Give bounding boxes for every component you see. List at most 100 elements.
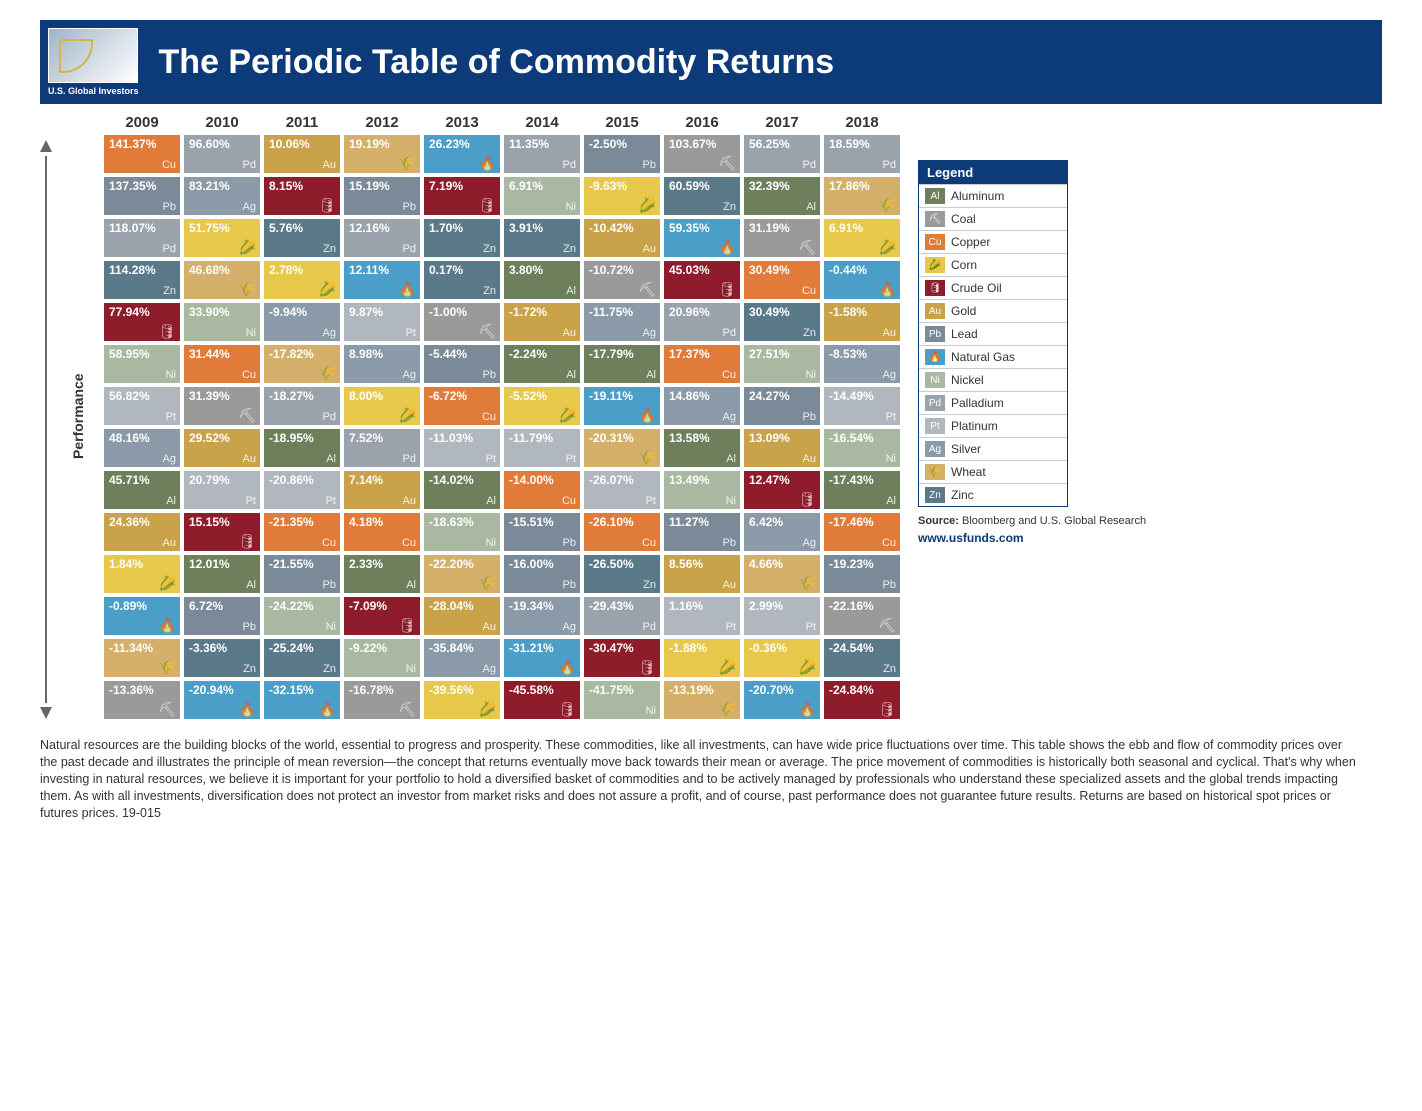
- return-value: 48.16%: [109, 432, 175, 445]
- return-value: -10.72%: [589, 264, 655, 277]
- return-cell: 17.37%Cu: [664, 345, 740, 383]
- commodity-icon: 🛢: [638, 660, 656, 675]
- return-cell: -10.72%⛏: [584, 261, 660, 299]
- commodity-symbol: Zn: [483, 285, 496, 297]
- return-value: 17.86%: [829, 180, 895, 193]
- commodity-icon: 🌾: [159, 660, 176, 675]
- return-value: 46.68%: [189, 264, 255, 277]
- legend-label: Lead: [951, 327, 978, 341]
- return-value: 18.59%: [829, 138, 895, 151]
- return-value: 137.35%: [109, 180, 175, 193]
- return-cell: 18.59% Pd: [824, 135, 900, 173]
- commodity-symbol: Pt: [806, 621, 816, 633]
- return-cell: 12.16%Pd: [344, 219, 420, 257]
- return-cell: -11.75%Ag: [584, 303, 660, 341]
- return-value: -11.03%: [429, 432, 495, 445]
- return-cell: -13.19%🌾: [664, 681, 740, 719]
- return-cell: 12.11%🔥: [344, 261, 420, 299]
- return-cell: 20.96%Pd: [664, 303, 740, 341]
- commodity-icon: ⛏: [158, 702, 176, 717]
- legend-swatch: 🛢: [925, 280, 945, 296]
- commodity-symbol: Pt: [166, 411, 176, 423]
- return-cell: -11.03%Pt: [424, 429, 500, 467]
- return-value: 24.36%: [109, 516, 175, 529]
- commodity-symbol: Ni: [806, 369, 816, 381]
- return-cell: -20.86%Pt: [264, 471, 340, 509]
- return-value: 2.33%: [349, 558, 415, 571]
- return-value: 2.99%: [749, 600, 815, 613]
- commodity-symbol: Au: [483, 621, 496, 633]
- return-cell: -19.23%Pb: [824, 555, 900, 593]
- commodity-symbol: Pb: [723, 537, 736, 549]
- return-cell: 114.28%Zn: [104, 261, 180, 299]
- legend-label: Palladium: [951, 396, 1004, 410]
- return-value: 14.86%: [669, 390, 735, 403]
- commodity-icon: 🔥: [639, 408, 656, 423]
- commodity-symbol: Au: [163, 537, 176, 549]
- return-value: 15.15%: [189, 516, 255, 529]
- return-value: 7.19%: [429, 180, 495, 193]
- return-cell: -2.24%Al: [504, 345, 580, 383]
- commodity-icon: 🌾: [319, 366, 336, 381]
- legend-swatch: 🔥: [925, 349, 945, 365]
- return-value: -9.63%: [589, 180, 655, 193]
- return-cell: 31.44%Cu: [184, 345, 260, 383]
- year-header: 2014: [504, 114, 580, 131]
- return-cell: -41.75%Ni: [584, 681, 660, 719]
- source-note: Source: Bloomberg and U.S. Global Resear…: [918, 515, 1146, 527]
- return-value: 1.84%: [109, 558, 175, 571]
- return-cell: -26.10%Cu: [584, 513, 660, 551]
- return-cell: 12.47%🛢: [744, 471, 820, 509]
- return-value: 15.19%: [349, 180, 415, 193]
- return-value: 8.15%: [269, 180, 335, 193]
- commodity-symbol: Al: [566, 369, 576, 381]
- return-cell: -9.63%🌽: [584, 177, 660, 215]
- return-cell: 7.19%🛢: [424, 177, 500, 215]
- commodity-symbol: Al: [806, 201, 816, 213]
- legend-row: CuCopper: [919, 230, 1067, 253]
- commodity-symbol: Pd: [883, 159, 896, 171]
- return-cell: -21.35%Cu: [264, 513, 340, 551]
- return-cell: -7.09%🛢: [344, 597, 420, 635]
- return-cell: 7.14%Au: [344, 471, 420, 509]
- commodity-symbol: Zn: [563, 243, 576, 255]
- commodity-symbol: Ni: [406, 663, 416, 675]
- return-cell: 60.59%Zn: [664, 177, 740, 215]
- return-value: 31.44%: [189, 348, 255, 361]
- returns-table: 2009201020112012201320142015201620172018…: [104, 114, 900, 719]
- return-cell: -20.70%🔥: [744, 681, 820, 719]
- year-header: 2013: [424, 114, 500, 131]
- commodity-symbol: Au: [323, 159, 336, 171]
- return-value: 10.06%: [269, 138, 335, 151]
- return-value: 1.16%: [669, 600, 735, 613]
- return-cell: 26.23%🔥: [424, 135, 500, 173]
- commodity-symbol: Au: [403, 495, 416, 507]
- return-value: 11.27%: [669, 516, 735, 529]
- return-cell: -17.46%Cu: [824, 513, 900, 551]
- commodity-icon: 🔥: [879, 282, 896, 297]
- legend-swatch: Au: [925, 303, 945, 319]
- return-value: 24.27%: [749, 390, 815, 403]
- return-cell: 59.35%🔥: [664, 219, 740, 257]
- return-cell: 103.67%⛏: [664, 135, 740, 173]
- return-value: -11.34%: [109, 642, 175, 655]
- return-value: 4.18%: [349, 516, 415, 529]
- return-cell: -5.52%🌽: [504, 387, 580, 425]
- commodity-icon: 🌾: [879, 198, 896, 213]
- commodity-symbol: Pt: [406, 327, 416, 339]
- commodity-icon: 🔥: [479, 156, 496, 171]
- commodity-icon: 🔥: [399, 282, 416, 297]
- return-value: -24.22%: [269, 600, 335, 613]
- commodity-symbol: Cu: [882, 537, 896, 549]
- return-value: 11.35%: [509, 138, 575, 151]
- commodity-symbol: Pt: [886, 411, 896, 423]
- legend-row: 🛢Crude Oil: [919, 276, 1067, 299]
- return-value: -30.47%: [589, 642, 655, 655]
- return-value: 33.90%: [189, 306, 255, 319]
- return-cell: -2.50%Pb: [584, 135, 660, 173]
- return-value: 103.67%: [669, 138, 735, 151]
- legend-swatch: Pt: [925, 418, 945, 434]
- commodity-icon: 🌾: [479, 576, 496, 591]
- return-value: -11.75%: [589, 306, 655, 319]
- commodity-symbol: Ag: [563, 621, 576, 633]
